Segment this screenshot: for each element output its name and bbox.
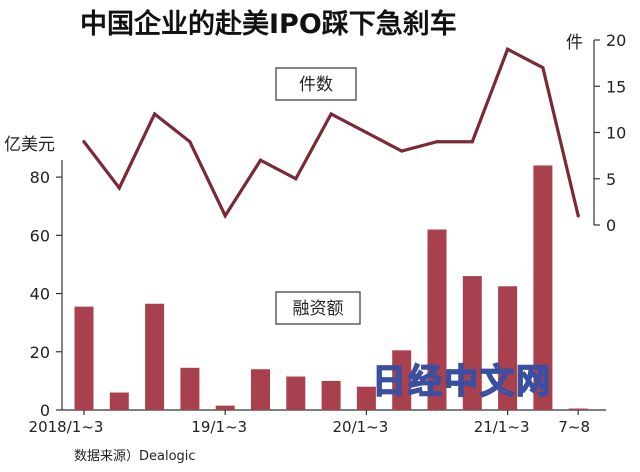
line-point [435, 140, 439, 144]
right-axis-ticks: 0 5 10 15 20 [594, 31, 626, 235]
bar [321, 380, 341, 410]
line-point [188, 140, 192, 144]
line-series-count [82, 46, 580, 220]
legend-funding-label: 融资额 [293, 299, 344, 319]
bar [286, 376, 306, 410]
x-tick-label: 19/1~3 [191, 418, 247, 436]
line-point [400, 149, 404, 153]
bar [251, 369, 270, 410]
left-tick-label: 0 [40, 401, 50, 420]
line-point [506, 47, 510, 51]
right-tick-label: 20 [606, 31, 626, 50]
right-tick-label: 15 [606, 77, 626, 96]
bar [356, 386, 376, 410]
right-tick-label: 5 [606, 170, 616, 189]
line-point [364, 130, 368, 135]
bar [180, 367, 200, 410]
line-point [223, 214, 227, 218]
watermark-logo: 日经中文网 [372, 362, 552, 402]
left-axis-ticks: 0 20 40 60 80 [30, 168, 62, 420]
left-tick-label: 20 [30, 343, 50, 362]
line-point [329, 112, 333, 116]
line-point [541, 66, 545, 70]
line-point [470, 140, 474, 144]
legend-funding-box: 融资额 [275, 291, 361, 325]
bar [568, 408, 588, 410]
right-tick-label: 0 [606, 216, 616, 235]
bar [74, 306, 94, 410]
line-point [258, 158, 263, 162]
x-tick-label: 20/1~3 [333, 418, 389, 436]
x-tick-label: 21/1~3 [474, 418, 530, 436]
line-point [153, 112, 157, 116]
bar-series-funding [74, 165, 588, 410]
right-axis-unit: 件 [566, 33, 583, 53]
bar [392, 350, 412, 410]
x-tick-label: 2018/1~3 [29, 418, 104, 436]
x-tick-label: 7~8 [558, 418, 590, 436]
left-tick-label: 60 [30, 226, 50, 245]
source-label: 数据来源）Dealogic [74, 449, 196, 464]
chart-title: 中国企业的赴美IPO踩下急刹车 [80, 8, 457, 40]
legend-count-label: 件数 [299, 75, 333, 95]
right-tick-label: 10 [606, 124, 626, 143]
line-point [294, 177, 298, 181]
bar [498, 286, 518, 410]
bar [145, 303, 165, 410]
bar [462, 276, 482, 410]
left-tick-label: 40 [30, 285, 50, 304]
left-axis-unit: 亿美元 [4, 135, 55, 155]
x-axis-ticks: 2018/1~3 19/1~3 20/1~3 21/1~3 7~8 [29, 410, 590, 436]
legend-count-box: 件数 [275, 67, 357, 101]
bar [215, 405, 235, 410]
line-point [576, 214, 580, 218]
line-point [117, 186, 121, 190]
bar [109, 392, 129, 410]
bar [533, 165, 553, 410]
line-point [82, 140, 86, 144]
left-tick-label: 80 [30, 168, 50, 187]
bar [427, 229, 447, 410]
